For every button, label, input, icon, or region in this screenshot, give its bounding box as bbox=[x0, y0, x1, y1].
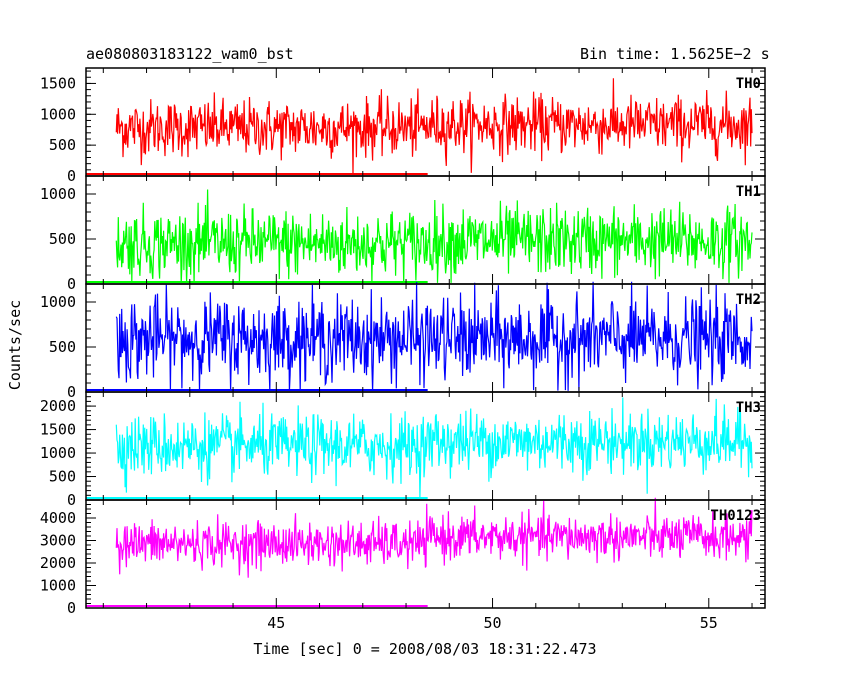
y-tick-label: 0 bbox=[67, 167, 76, 185]
chart-title: ae080803183122_wam0_bst bbox=[86, 45, 294, 63]
y-tick-label: 0 bbox=[67, 599, 76, 617]
y-tick-label: 4000 bbox=[40, 509, 76, 527]
y-tick-label: 1000 bbox=[40, 105, 76, 123]
panel-th0123: 0 1000 2000 3000 4000 TH0123 bbox=[40, 497, 766, 617]
y-tick-label: 2000 bbox=[40, 554, 76, 572]
panel-label-th0123: TH0123 bbox=[710, 508, 761, 524]
panel-th3: 0 500 1000 1500 2000 TH3 bbox=[40, 391, 766, 509]
y-tick-label: 1000 bbox=[40, 444, 76, 462]
y-tick-label: 500 bbox=[49, 230, 76, 248]
panel-th1: 0 500 1000 TH1 bbox=[40, 175, 766, 293]
y-tick-label: 0 bbox=[67, 491, 76, 509]
series-line-th0123 bbox=[115, 497, 753, 578]
y-tick-label: 1000 bbox=[40, 185, 76, 203]
y-tick-label: 0 bbox=[67, 275, 76, 293]
panel-label-th2: TH2 bbox=[736, 292, 761, 308]
x-tick-label: 45 bbox=[267, 614, 285, 632]
series-line-th0 bbox=[115, 78, 753, 175]
panel-label-th1: TH1 bbox=[736, 184, 761, 200]
y-tick-label: 500 bbox=[49, 136, 76, 154]
y-tick-label: 1500 bbox=[40, 74, 76, 92]
series-line-th3 bbox=[115, 397, 753, 498]
x-axis-label: Time [sec] 0 = 2008/08/03 18:31:22.473 bbox=[253, 640, 596, 658]
series-line-th1 bbox=[115, 189, 753, 283]
y-tick-label: 3000 bbox=[40, 532, 76, 550]
x-tick-label: 50 bbox=[484, 614, 502, 632]
y-axis-label: Counts/sec bbox=[6, 300, 24, 390]
y-tick-label: 0 bbox=[67, 383, 76, 401]
series-line-th2 bbox=[115, 281, 753, 391]
panel-label-th3: TH3 bbox=[736, 400, 761, 416]
panel-label-th0: TH0 bbox=[736, 76, 761, 92]
y-tick-label: 2000 bbox=[40, 397, 76, 415]
x-tick-label: 55 bbox=[700, 614, 718, 632]
panel-th2: 0 500 1000 TH2 bbox=[40, 281, 766, 401]
y-tick-label: 500 bbox=[49, 468, 76, 486]
y-tick-label: 1000 bbox=[40, 577, 76, 595]
bin-time-label: Bin time: 1.5625E−2 s bbox=[580, 45, 770, 63]
panel-th0: 0 500 1000 1500 TH0 bbox=[40, 67, 766, 185]
y-tick-label: 500 bbox=[49, 338, 76, 356]
y-tick-label: 1500 bbox=[40, 421, 76, 439]
y-tick-label: 1000 bbox=[40, 293, 76, 311]
